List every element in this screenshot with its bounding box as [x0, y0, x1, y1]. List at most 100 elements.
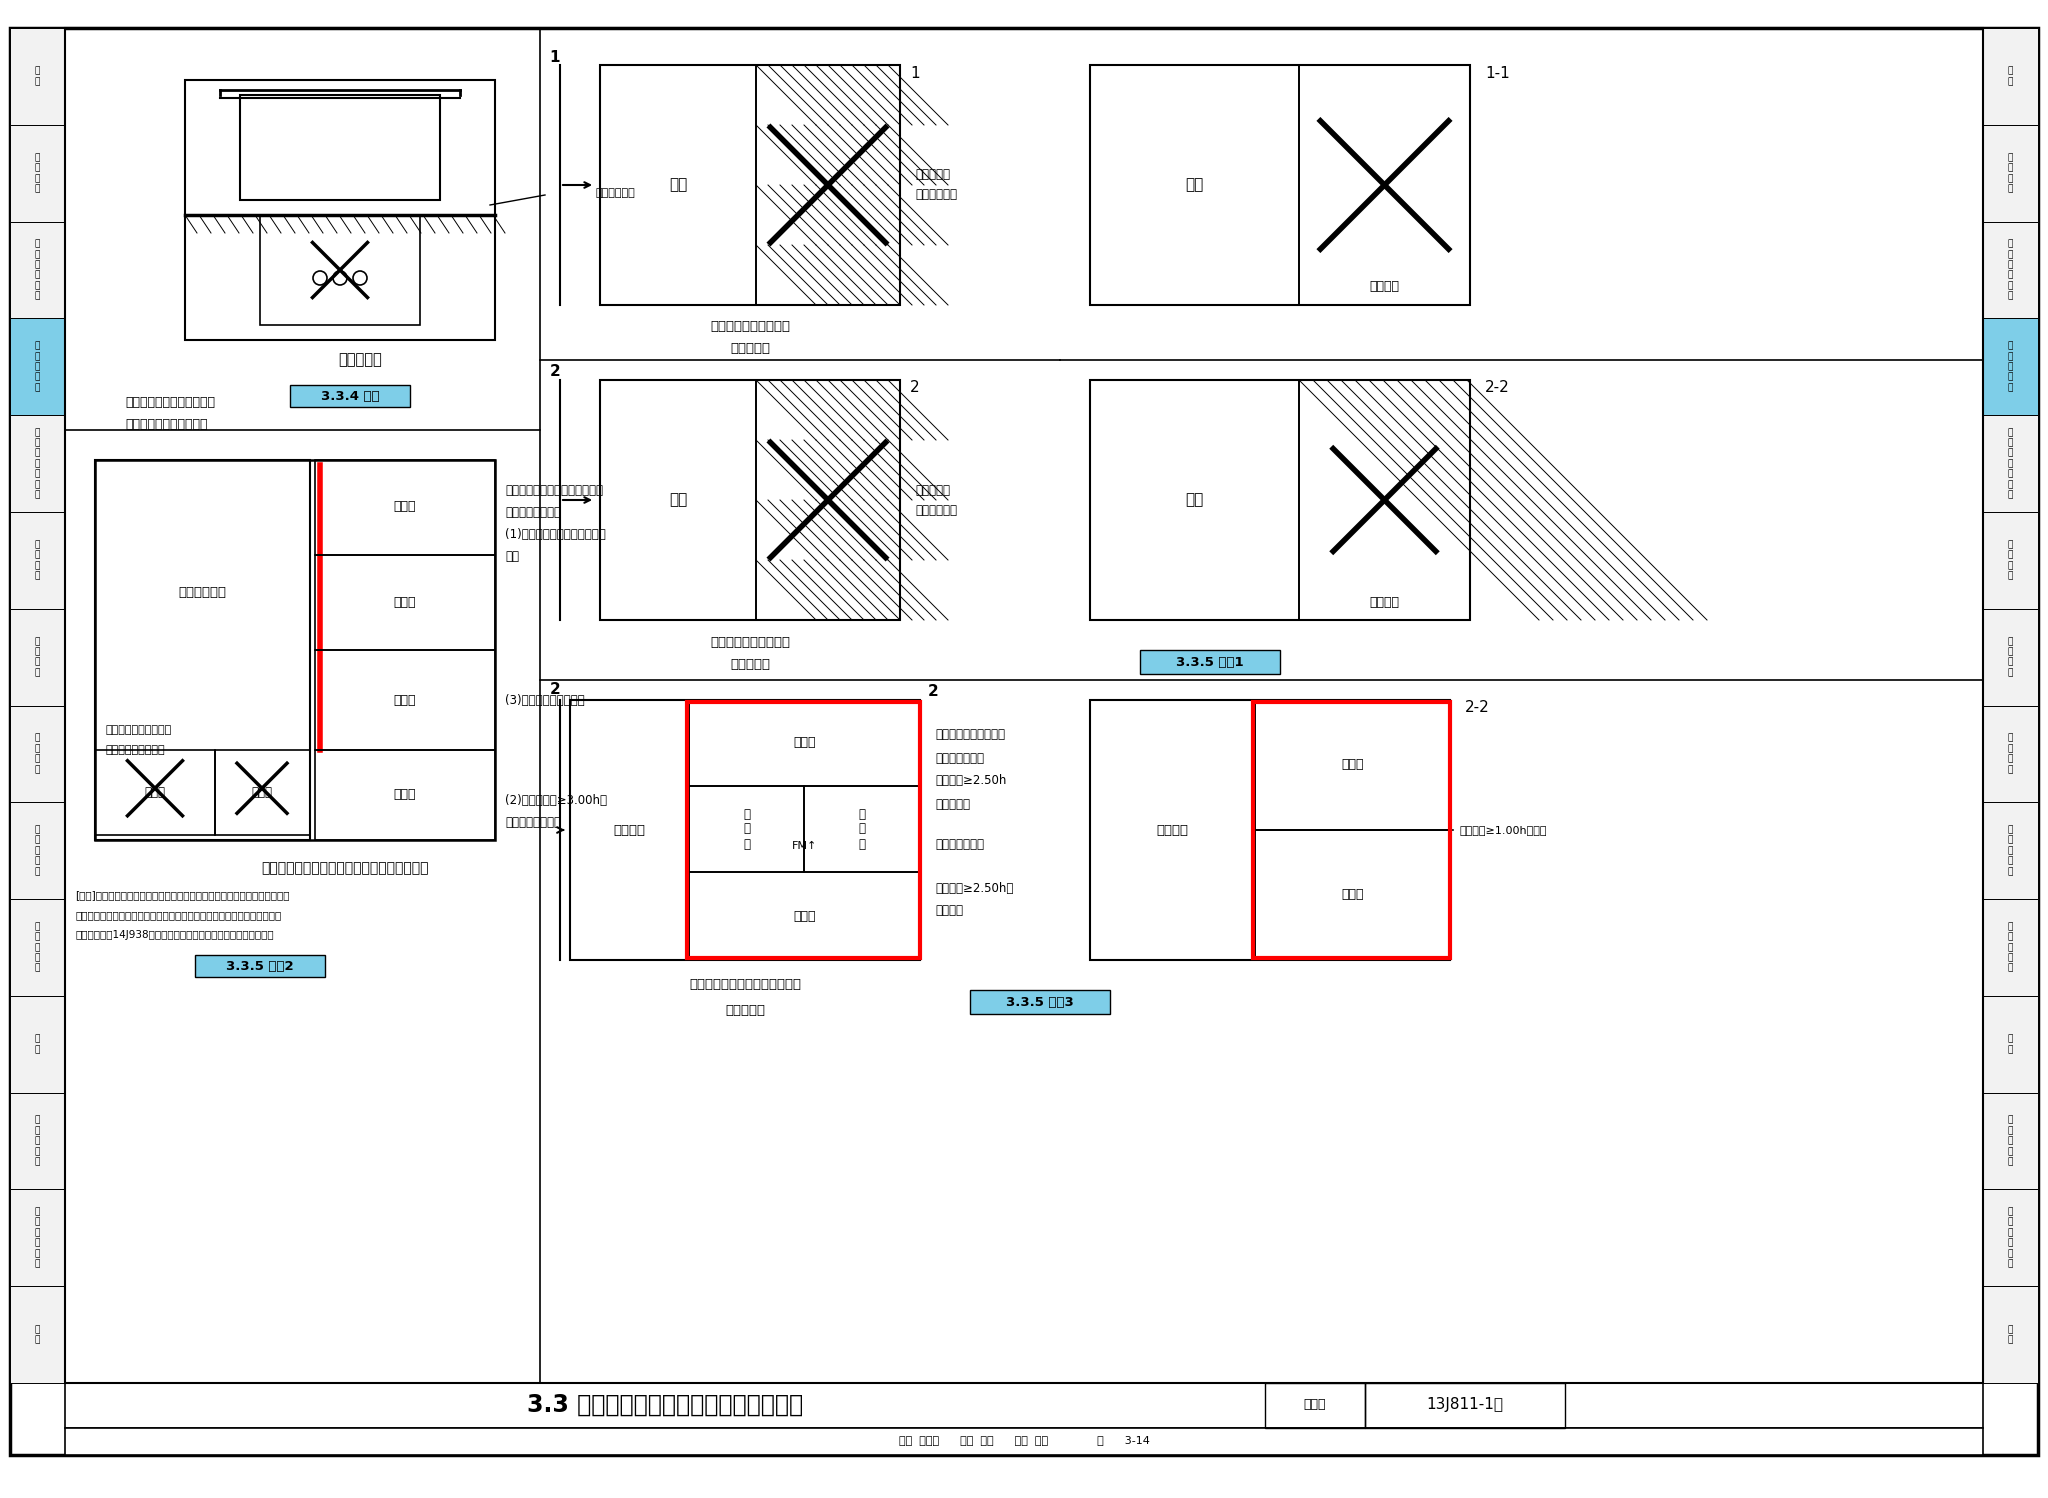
- Bar: [805, 786, 920, 872]
- Bar: [1255, 700, 1450, 830]
- Bar: [10, 415, 66, 512]
- Bar: [688, 786, 805, 872]
- Text: 办公室: 办公室: [252, 786, 272, 798]
- Text: 甲、乙类生产场所（仓库）: 甲、乙类生产场所（仓库）: [125, 397, 215, 409]
- Bar: [10, 706, 66, 803]
- Text: 目
录: 目 录: [35, 67, 41, 85]
- Bar: [66, 1428, 1982, 1455]
- Bar: [1982, 1287, 2038, 1383]
- Text: 办公室: 办公室: [793, 909, 815, 923]
- Bar: [195, 956, 326, 977]
- Bar: [1266, 1383, 1366, 1428]
- Text: 目
录: 目 录: [2007, 67, 2013, 85]
- Text: 办公室、值班室: 办公室、值班室: [936, 752, 983, 764]
- Bar: [10, 124, 66, 222]
- Bar: [1982, 608, 2038, 706]
- Text: 建
筑
构
造: 建 筑 构 造: [35, 637, 41, 677]
- Bar: [756, 380, 899, 620]
- Bar: [1090, 64, 1470, 306]
- Text: 厂房内严禁设员工宿舍: 厂房内严禁设员工宿舍: [711, 635, 791, 649]
- Bar: [756, 64, 899, 306]
- Text: 建
筑
构
造: 建 筑 构 造: [2007, 637, 2013, 677]
- Bar: [1298, 64, 1470, 306]
- Text: 建筑: 建筑: [506, 550, 518, 563]
- Bar: [1982, 803, 2038, 899]
- Text: 防爆墙和厂房隔开: 防爆墙和厂房隔开: [506, 815, 561, 828]
- Text: 的防火隔墙: 的防火隔墙: [936, 797, 971, 810]
- Text: 13J811-1改: 13J811-1改: [1427, 1398, 1503, 1413]
- Bar: [1298, 380, 1470, 620]
- Bar: [600, 64, 756, 306]
- Text: 办公室、休息室贴邻甲、乙类厂房设置平面图: 办公室、休息室贴邻甲、乙类厂房设置平面图: [262, 861, 428, 875]
- Text: 审核  蔡昭昀      校对  商杰      设计  吴颖              页      3-14: 审核 蔡昭昀 校对 商杰 设计 吴颖 页 3-14: [899, 1435, 1149, 1446]
- Text: 2: 2: [909, 380, 920, 395]
- Bar: [94, 460, 496, 840]
- Text: 供
暖
空
调
节: 供 暖 空 调 节: [2007, 923, 2013, 972]
- Text: (3)设置独立的安全出口: (3)设置独立的安全出口: [506, 694, 584, 707]
- Text: 平面示意图: 平面示意图: [729, 343, 770, 355]
- Bar: [260, 216, 420, 325]
- Bar: [1982, 512, 2038, 608]
- Text: 厂房: 厂房: [1186, 177, 1204, 193]
- Text: 概率与建筑成本等综合考虑进行设计，可选用钢筋混凝土墙、配筋砖墙等，: 概率与建筑成本等综合考虑进行设计，可选用钢筋混凝土墙、配筋砖墙等，: [76, 909, 281, 920]
- Text: 2: 2: [928, 685, 938, 700]
- Text: 电
气: 电 气: [2007, 1035, 2013, 1055]
- Text: 2-2: 2-2: [1485, 380, 1509, 395]
- Bar: [1366, 1383, 1565, 1428]
- Text: 附
录: 附 录: [35, 1324, 41, 1344]
- Bar: [1141, 650, 1280, 674]
- Text: 厂
和
仓
房
库: 厂 和 仓 房 库: [35, 342, 41, 392]
- Bar: [315, 650, 496, 750]
- Bar: [10, 899, 66, 996]
- Bar: [688, 872, 920, 960]
- Text: 办公室: 办公室: [393, 596, 416, 610]
- Text: 电
气: 电 气: [35, 1035, 41, 1055]
- Text: 附
录: 附 录: [2007, 1324, 2013, 1344]
- Text: 为厂房服务的休息室、: 为厂房服务的休息室、: [936, 728, 1006, 742]
- Bar: [215, 750, 309, 834]
- Bar: [1090, 700, 1255, 960]
- Text: 消
防
的
设
施: 消 防 的 设 施: [2007, 825, 2013, 876]
- Text: 员工宿舍: 员工宿舍: [1370, 596, 1399, 608]
- Text: 办公室: 办公室: [793, 737, 815, 749]
- Bar: [291, 385, 410, 407]
- Text: 城
市
交
通
隧
道: 城 市 交 通 隧 道: [2007, 1207, 2013, 1269]
- Text: 休息室: 休息室: [393, 788, 416, 801]
- Text: (1)应采用不低于二级耐火等级: (1)应采用不低于二级耐火等级: [506, 527, 606, 541]
- Text: 独立的安全出口: 独立的安全出口: [936, 839, 983, 851]
- Text: 值班室: 值班室: [393, 694, 416, 707]
- Text: 丙类厂房内设置办公室、休息室: 丙类厂房内设置办公室、休息室: [688, 978, 801, 992]
- Text: 厂房内严禁: 厂房内严禁: [915, 484, 950, 496]
- Bar: [66, 1383, 1982, 1428]
- Text: 乙类厂房设置时：: 乙类厂房设置时：: [506, 505, 561, 518]
- Text: 平面示意图: 平面示意图: [729, 658, 770, 671]
- Text: 厂房: 厂房: [1186, 493, 1204, 508]
- Text: 平面示意图: 平面示意图: [725, 1004, 766, 1017]
- Text: 防火隔墙: 防火隔墙: [936, 905, 963, 917]
- Text: (2)用耐火极限≥3.00h的: (2)用耐火极限≥3.00h的: [506, 794, 606, 806]
- Text: 城
市
交
通
隧
道: 城 市 交 通 隧 道: [35, 1207, 41, 1269]
- Text: 室外设计地面: 室外设计地面: [596, 189, 635, 198]
- Bar: [1982, 28, 2038, 124]
- Bar: [1090, 380, 1298, 620]
- Text: 耐火极限≥1.00h的楼板: 耐火极限≥1.00h的楼板: [1460, 825, 1548, 834]
- Text: 耐火极限≥2.50h: 耐火极限≥2.50h: [936, 774, 1006, 788]
- Text: 办
公
室: 办 公 室: [743, 807, 750, 851]
- Bar: [1982, 124, 2038, 222]
- Bar: [569, 700, 920, 960]
- Bar: [1982, 1189, 2038, 1287]
- Text: 参见国标图集14J938《抗爆、泄爆门窗及屋盖、墙体建筑构造》。: 参见国标图集14J938《抗爆、泄爆门窗及屋盖、墙体建筑构造》。: [76, 930, 274, 941]
- Text: 甲、乙类厂房: 甲、乙类厂房: [178, 587, 227, 599]
- Bar: [240, 94, 440, 201]
- Text: 3.3.5 图示2: 3.3.5 图示2: [225, 960, 293, 972]
- Bar: [315, 460, 496, 554]
- Bar: [1982, 1092, 2038, 1189]
- Bar: [10, 1092, 66, 1189]
- Bar: [10, 319, 66, 415]
- Text: 编
制
说
明: 编 制 说 明: [2007, 153, 2013, 193]
- Text: 丙类厂房: 丙类厂房: [614, 824, 645, 836]
- Text: 3.3 厂房和仓库的层数、面积和平面布置: 3.3 厂房和仓库的层数、面积和平面布置: [526, 1393, 803, 1417]
- Bar: [315, 554, 496, 650]
- Text: 木
结
构
建
筑: 木 结 构 建 筑: [2007, 1116, 2013, 1167]
- Text: 木
结
构
建
筑: 木 结 构 建 筑: [35, 1116, 41, 1167]
